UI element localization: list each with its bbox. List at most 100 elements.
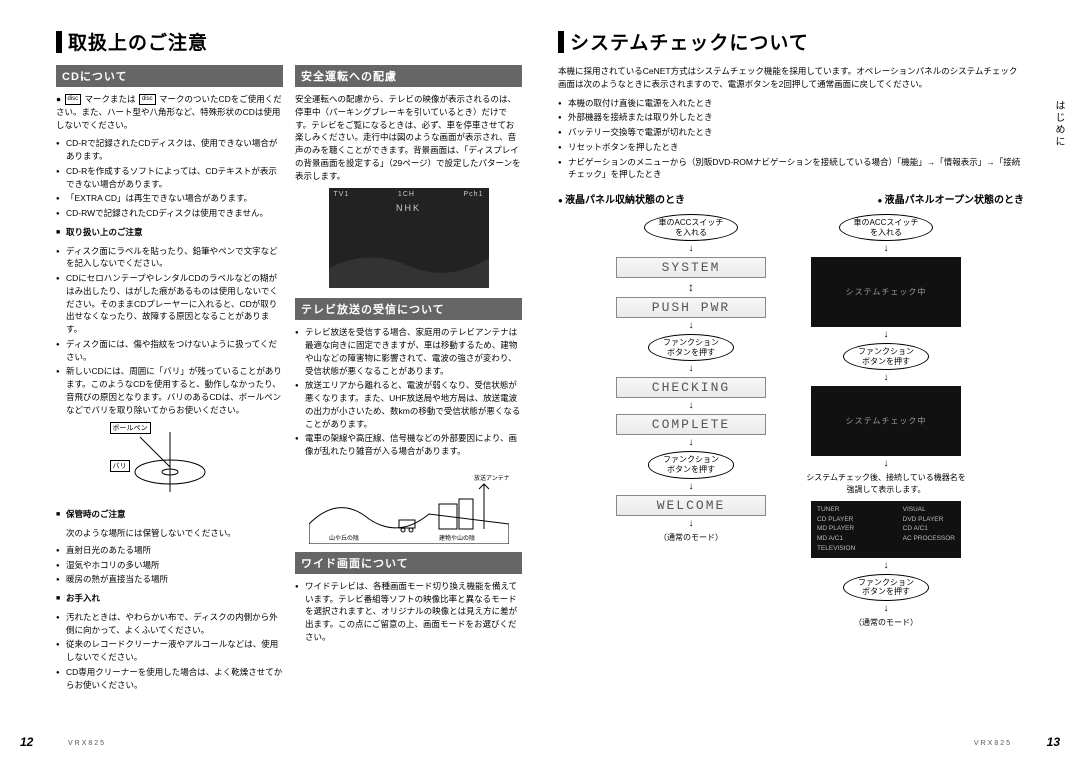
landscape-diagram: 山や丘の陰 放送アンテナ 建物や山の陰 — [309, 464, 509, 544]
tv-tl: TV1 — [334, 191, 350, 198]
cd-intro: ● disc マークまたは disc マークのついたCDをご使用ください。また、… — [56, 93, 283, 131]
diagram-burr-label: バリ — [110, 460, 130, 472]
page-num-left: 12 — [20, 735, 33, 749]
cd-b4-1: 従来のレコードクリーナー液やアルコールなどは、使用しないでください。 — [56, 638, 283, 664]
intro-bullets: 本機の取付け直後に電源を入れたとき 外部機器を接続または取り外したとき バッテリ… — [558, 97, 1024, 184]
storage-note: 次のような場所には保管しないでください。 — [56, 527, 283, 540]
cd-intro-mid: マークまたは — [85, 94, 136, 104]
cd-b2-2: ディスク面には、傷や指紋をつけないように扱ってください。 — [56, 338, 283, 364]
cd-bullets3: 直射日光のあたる場所 湿気やホコリの多い場所 暖房の熱が直接当たる場所 — [56, 544, 283, 586]
right-title: システムチェックについて — [570, 28, 809, 55]
tv-nhk: NHK — [329, 203, 489, 213]
tv-b-0: テレビ放送を受信する場合、家庭用のテレビアンテナは最適な向きに固定できますが、車… — [295, 326, 522, 377]
wide-b-0: ワイドテレビは、各種画面モード切り換え機能を備えています。テレビ番組等ソフトの映… — [295, 580, 522, 644]
sq-clean-label: お手入れ — [56, 592, 283, 605]
oval-func-r2: ファンクション ボタンを押す — [843, 574, 929, 601]
cd-b1-3: CD-RWで記録されたCDディスクは使用できません。 — [56, 207, 283, 220]
cd-header: CDについて — [56, 65, 283, 87]
cd-b2-0: ディスク面にラベルを貼ったり、鉛筆やペンで文字などを記入しないでください。 — [56, 245, 283, 271]
cd-b2-3: 新しいCDには、周囲に「バリ」が残っていることがあります。このようなCDを使用す… — [56, 365, 283, 416]
cd-b2-1: CDにセロハンテープやレンタルCDのラベルなどの糊がはみ出したり、はがした痕があ… — [56, 272, 283, 336]
sq-clean: お手入れ — [56, 592, 283, 605]
left-two-col: CDについて ● disc マークまたは disc マークのついたCDをご使用く… — [56, 65, 522, 697]
page-num-right: 13 — [1047, 735, 1060, 749]
lcd-system: SYSTEM — [616, 257, 766, 278]
disc-diagram: ボールペン バリ — [110, 422, 230, 502]
oval-func-l2: ファンクション ボタンを押す — [648, 451, 734, 478]
model-left: VRX825 — [68, 740, 106, 747]
cd-b1-1: CD-Rを作成するソフトによっては、CDテキストが表示できない場合があります。 — [56, 165, 283, 191]
ib-0: 本機の取付け直後に電源を入れたとき — [558, 97, 1024, 110]
cd-bullets1: CD-Rで記録されたCDディスクは、使用できない場合があります。 CD-Rを作成… — [56, 137, 283, 220]
tv-tm: 1CH — [398, 191, 415, 198]
land-l2: 放送アンテナ — [474, 474, 509, 482]
note-after: システムチェック後、接続している機器名を強調して表示します。 — [806, 472, 966, 494]
lcd-welcome: WELCOME — [616, 495, 766, 516]
ib-2: バッテリー交換等で電源が切れたとき — [558, 126, 1024, 139]
tv-bullets: テレビ放送を受信する場合、家庭用のテレビアンテナは最適な向きに固定できますが、車… — [295, 326, 522, 458]
sq-handling: 取り扱い上のご注意 — [56, 226, 283, 239]
oval-acc-r: 車のACCスイッチ を入れる — [839, 214, 934, 241]
tv-b-2: 電車の架線や高圧線、信号機などの外部要因により、画像が乱れたり雑音が入る場合があ… — [295, 432, 522, 458]
arrow-l-5: ↓ — [689, 401, 694, 411]
ib-3: リセットボタンを押したとき — [558, 141, 1024, 154]
arrow-l-1: ↓ — [689, 244, 694, 254]
list-right: VISUAL DVD PLAYER CD A/C1 AC PROCESSOR — [903, 505, 955, 554]
sq-storage: 保管時のご注意 — [56, 508, 283, 521]
right-title-row: システムチェックについて — [558, 28, 1024, 55]
ib-4: ナビゲーションのメニューから（別販DVD-ROMナビゲーションを接続している場合… — [558, 156, 1024, 182]
cd-logo-icon: disc — [65, 94, 82, 105]
flow-wrap: 車のACCスイッチ を入れる ↓ SYSTEM PUSH PWR ↓ ファンクシ… — [558, 212, 1024, 630]
screen-list: TUNER CD PLAYER MD PLAYER MD A/C1 TELEVI… — [811, 501, 961, 558]
arrow-l-4: ↓ — [689, 364, 694, 374]
lcd-checking: CHECKING — [616, 377, 766, 398]
screen2-txt: システムチェック中 — [846, 416, 927, 427]
arrow-l-6: ↓ — [689, 438, 694, 448]
tv-tr: Pch1 — [464, 191, 484, 198]
sq-handling-label: 取り扱い上のご注意 — [56, 226, 283, 239]
arrow-r-3: ↓ — [884, 373, 889, 383]
arrow-r-1: ↓ — [884, 244, 889, 254]
arrow-l-3: ↓ — [689, 321, 694, 331]
title-bar-r — [558, 31, 564, 53]
model-right: VRX825 — [974, 740, 1012, 747]
left-col1: CDについて ● disc マークまたは disc マークのついたCDをご使用く… — [56, 65, 283, 697]
cd-b3-0: 直射日光のあたる場所 — [56, 544, 283, 557]
left-col2: 安全運転への配慮 安全運転への配慮から、テレビの映像が表示されるのは、停車中（パ… — [295, 65, 522, 697]
flow-left: 車のACCスイッチ を入れる ↓ SYSTEM PUSH PWR ↓ ファンクシ… — [616, 212, 766, 630]
lcd-pushpwr: PUSH PWR — [616, 297, 766, 318]
screen1: システムチェック中 — [811, 257, 961, 327]
safety-text: 安全運転への配慮から、テレビの映像が表示されるのは、停車中（パーキングブレーキを… — [295, 93, 522, 182]
arrow-r-6: ↓ — [884, 604, 889, 614]
screen1-txt: システムチェック中 — [846, 287, 927, 298]
oval-func-r1: ファンクション ボタンを押す — [843, 343, 929, 370]
wide-header: ワイド画面について — [295, 552, 522, 574]
left-title: 取扱上のご注意 — [68, 28, 208, 55]
screen2: システムチェック中 — [811, 386, 961, 456]
left-title-row: 取扱上のご注意 — [56, 28, 522, 55]
wide-bullets: ワイドテレビは、各種画面モード切り換え機能を備えています。テレビ番組等ソフトの映… — [295, 580, 522, 644]
arrow-l-8: ↓ — [689, 519, 694, 529]
cd-b4-0: 汚れたときは、やわらかい布で、ディスクの内側から外側に向かって、よくふいてくださ… — [56, 611, 283, 637]
page-spread: 取扱上のご注意 CDについて ● disc マークまたは disc マークのつい… — [0, 0, 1080, 763]
cd-b1-2: 「EXTRA CD」は再生できない場合があります。 — [56, 192, 283, 205]
state-headers: 液晶パネル収納状態のとき 液晶パネルオープン状態のとき — [558, 191, 1024, 206]
right-intro: 本機に採用されているCeNET方式はシステムチェック機能を採用しています。オペレ… — [558, 65, 1024, 91]
cd-b3-1: 湿気やホコリの多い場所 — [56, 559, 283, 572]
land-l1: 山や丘の陰 — [329, 534, 359, 542]
page-right: はじめに システムチェックについて 本機に採用されているCeNET方式はシステム… — [540, 0, 1080, 763]
title-bar — [56, 31, 62, 53]
oval-func-l1: ファンクション ボタンを押す — [648, 334, 734, 361]
state-left: 液晶パネル収納状態のとき — [558, 191, 685, 206]
page-left: 取扱上のご注意 CDについて ● disc マークまたは disc マークのつい… — [0, 0, 540, 763]
diagram-pen-label: ボールペン — [110, 422, 151, 434]
cd-logo2-icon: disc — [139, 94, 156, 105]
arrow-l-2 — [688, 281, 694, 294]
arrow-r-4: ↓ — [884, 459, 889, 469]
land-l3: 建物や山の陰 — [439, 534, 475, 542]
cd-b1-0: CD-Rで記録されたCDディスクは、使用できない場合があります。 — [56, 137, 283, 163]
list-left: TUNER CD PLAYER MD PLAYER MD A/C1 TELEVI… — [817, 505, 855, 554]
tv-recv-header: テレビ放送の受信について — [295, 298, 522, 320]
arrow-l-7: ↓ — [689, 482, 694, 492]
cd-b4-2: CD専用クリーナーを使用した場合は、よく乾燥させてからお使いください。 — [56, 666, 283, 692]
